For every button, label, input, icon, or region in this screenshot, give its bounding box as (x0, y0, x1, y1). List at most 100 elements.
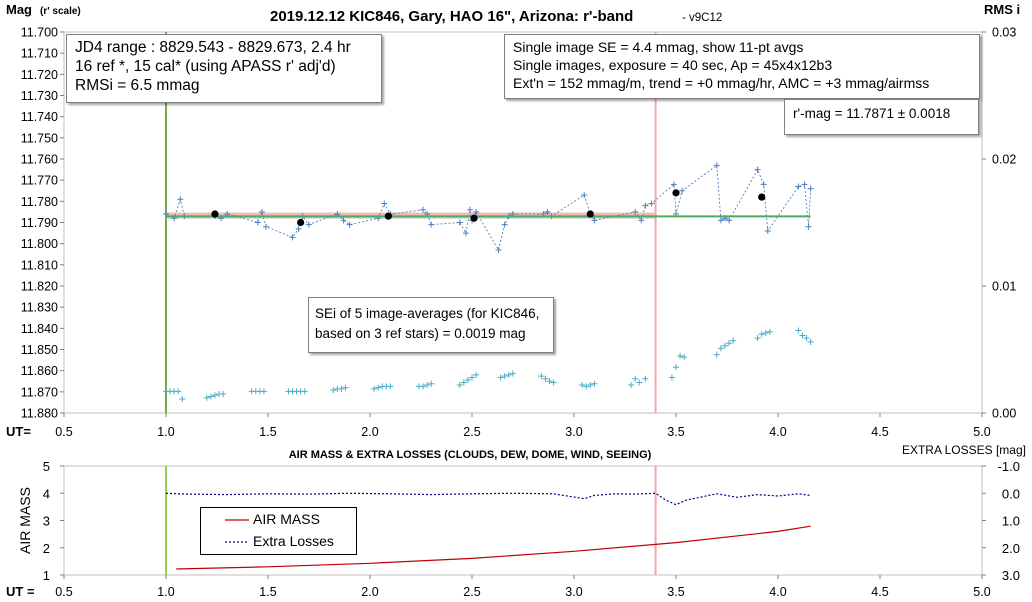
bottom-chart-title: AIR MASS & EXTRA LOSSES (CLOUDS, DEW, DO… (289, 449, 652, 461)
bottom-y-axis-label-left: AIR MASS (17, 487, 33, 554)
rmsi-point (460, 379, 467, 386)
average-point (758, 193, 766, 201)
y-axis-label-left: Mag (6, 2, 32, 17)
single-image-point (495, 247, 502, 254)
rmsi-point (550, 379, 557, 386)
single-image-point (581, 191, 588, 198)
single-image-point (801, 181, 808, 188)
chart-title: 2019.12.12 KIC846, Gary, HAO 16", Arizon… (270, 8, 633, 25)
exposure-info-box: Single image SE = 4.4 mmag, show 11-pt a… (504, 34, 980, 99)
bottom-x-tick-label: 2.0 (361, 585, 378, 599)
single-image-point (295, 225, 302, 232)
single-image-point (305, 221, 312, 228)
bottom-x-tick-label: 4.0 (769, 585, 786, 599)
rmsi-point (766, 328, 773, 335)
rmsi-point (795, 327, 802, 334)
bottom-y-tick-label-left: 4 (43, 486, 50, 501)
y-tick-label-left: 11.760 (21, 153, 58, 167)
x-axis-label: UT= (6, 424, 31, 439)
legend-swatches (225, 519, 249, 543)
rmsi-point (203, 394, 210, 401)
bottom-x-tick-label: 1.0 (157, 585, 174, 599)
average-point (672, 189, 680, 197)
sei-info-box: SEi of 5 image-averages (for KIC846, bas… (308, 297, 554, 353)
rmsi-point (681, 354, 688, 361)
bottom-y-tick-label-right: 0.0 (1002, 486, 1020, 501)
average-point (384, 212, 392, 220)
rmsi-point (799, 332, 806, 339)
rmsi-point (330, 387, 337, 394)
rmsi-point (371, 385, 378, 392)
rmsi-point (758, 331, 765, 338)
rmsi-point (509, 370, 516, 377)
r-mag-result: r'-mag = 11.7871 ± 0.0018 (793, 106, 951, 121)
y-axis-label-left-sub: (r' scale) (40, 6, 81, 17)
single-image-point (346, 221, 353, 228)
y-tick-label-left: 11.720 (21, 68, 58, 82)
x-tick-label: 2.5 (463, 425, 480, 439)
single-image-point (807, 185, 814, 192)
bottom-x-axis-label: UT = (6, 584, 35, 599)
rmsi-point (338, 385, 345, 392)
jd-range-line: JD4 range : 8829.543 - 8829.673, 2.4 hr (75, 39, 351, 56)
rmsi-point (501, 373, 508, 380)
rmsi-line: RMSi = 6.5 mmag (75, 77, 200, 94)
airmass-legend: AIR MASS Extra Losses (200, 507, 357, 555)
extinction-line: Ext'n = 152 mmag/m, trend = +0 mmag/hr, … (513, 75, 930, 91)
rmsi-point (636, 379, 643, 386)
extra-losses-line (165, 492, 811, 506)
y-tick-label-left: 11.870 (21, 385, 58, 399)
x-tick-label: 4.5 (871, 425, 888, 439)
y-tick-label-left: 11.840 (21, 322, 58, 336)
bottom-x-tick-label: 5.0 (973, 585, 990, 599)
y-tick-label-right: 0.03 (992, 26, 1016, 40)
single-image-point (713, 162, 720, 169)
bottom-x-tick-label: 0.5 (55, 585, 72, 599)
rmsi-point (668, 374, 675, 381)
y-tick-label-left: 11.780 (21, 195, 58, 209)
single-image-point (795, 183, 802, 190)
y-tick-label-left: 11.820 (21, 280, 58, 294)
single-image-point (462, 230, 469, 237)
rmsi-point (726, 340, 733, 347)
y-tick-label-left: 11.850 (21, 343, 58, 357)
y-tick-label-left: 11.810 (21, 258, 58, 272)
y-tick-label-right: 0.00 (992, 407, 1016, 421)
y-tick-label-left: 11.790 (21, 216, 58, 230)
bottom-y-tick-label-left: 1 (43, 568, 50, 583)
rmsi-point (220, 390, 227, 397)
y-axis-label-right: RMS i (984, 2, 1020, 17)
x-tick-label: 5.0 (973, 425, 990, 439)
average-point (297, 218, 305, 227)
rmsi-point (721, 342, 728, 349)
rmsi-point (538, 373, 545, 380)
single-image-point (544, 208, 551, 215)
rmsi-point (473, 371, 480, 378)
sei-line-1: SEi of 5 image-averages (for KIC846, (315, 306, 540, 321)
single-image-point (805, 223, 812, 230)
rmsi-point (420, 383, 427, 390)
single-image-point (638, 217, 645, 224)
single-image-point (456, 219, 463, 226)
average-point (586, 210, 594, 218)
bottom-x-tick-label: 1.5 (259, 585, 276, 599)
rmsi-point (807, 338, 814, 345)
y-tick-label-left: 11.710 (21, 47, 58, 61)
x-tick-label: 2.0 (361, 425, 378, 439)
rmsi-point (456, 382, 463, 389)
rmsi-point (754, 335, 761, 342)
rmsi-point (464, 376, 471, 383)
air-mass-line (176, 525, 811, 570)
bottom-x-tick-label: 4.5 (871, 585, 888, 599)
rmsi-point (342, 384, 349, 391)
bottom-y-tick-label-left: 5 (43, 459, 50, 474)
single-image-point (420, 206, 427, 213)
r-mag-result-box: r'-mag = 11.7871 ± 0.0018 (784, 99, 979, 135)
single-image-point (642, 202, 649, 209)
exposure-line: Single images, exposure = 40 sec, Ap = 4… (513, 57, 833, 73)
single-image-point (764, 227, 771, 234)
rmsi-point (628, 382, 635, 389)
x-tick-label: 0.5 (55, 425, 72, 439)
rmsi-point (375, 384, 382, 391)
